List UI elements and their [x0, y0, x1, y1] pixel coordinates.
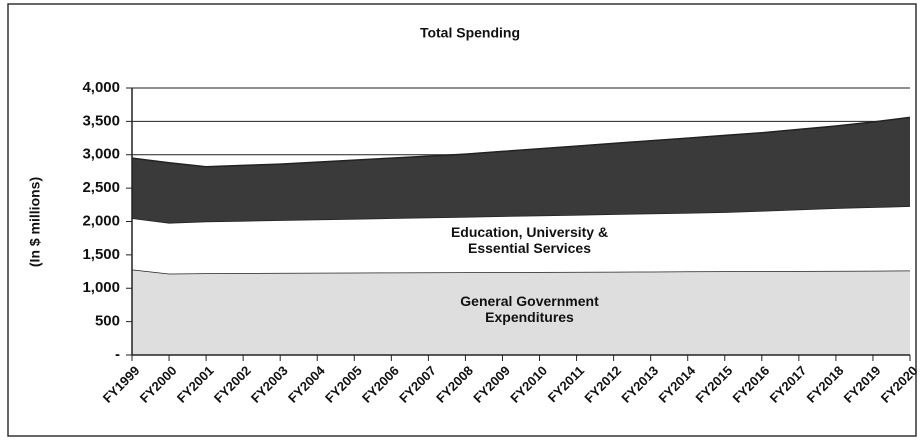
x-tick-label: FY2004 — [285, 362, 328, 405]
x-tick-label: FY2002 — [211, 363, 254, 406]
area — [132, 206, 910, 274]
series-label: Education, University & Essential Servic… — [450, 223, 609, 256]
y-tick-label: 2,000 — [82, 212, 120, 229]
x-tick-label: FY2020 — [878, 363, 920, 406]
x-tick-label: FY2006 — [359, 363, 402, 406]
x-tick-label: FY2013 — [618, 363, 661, 406]
area-edge — [131, 116, 911, 168]
frame — [7, 3, 917, 437]
y-tick-label: 3,000 — [82, 146, 120, 163]
series-label: General Government Expenditures — [460, 293, 599, 326]
x-tick-label: FY1999 — [100, 363, 143, 406]
y-tick-label: 1,500 — [82, 246, 120, 263]
x-tick-label: FY2017 — [767, 363, 810, 406]
x-tick-label: FY2003 — [248, 363, 291, 406]
y-tick-label: 4,000 — [82, 79, 120, 96]
x-tick-label: FY2001 — [174, 363, 217, 406]
x-tick-label: FY2016 — [730, 363, 773, 406]
x-tick-label: FY2007 — [396, 363, 439, 406]
x-tick-label: FY2014 — [655, 362, 698, 405]
x-tick-label: FY2010 — [507, 363, 550, 406]
x-tick-label: FY2012 — [581, 363, 624, 406]
x-tick-label: FY2011 — [545, 363, 587, 405]
y-tick-label: - — [115, 346, 120, 363]
y-tick-label: 3,500 — [82, 112, 120, 129]
chart-title: Total Spending — [420, 25, 520, 41]
x-tick-label: FY2015 — [693, 363, 736, 406]
x-tick-label: FY2009 — [470, 363, 513, 406]
area — [132, 269, 910, 355]
y-tick-label: 2,500 — [82, 179, 120, 196]
y-tick-label: 500 — [95, 313, 120, 330]
x-tick-label: FY2019 — [841, 363, 884, 406]
x-tick-label: FY2018 — [804, 363, 847, 406]
y-axis-label: (In $ millions) — [27, 177, 43, 267]
y-tick-label: 1,000 — [82, 279, 120, 296]
area — [132, 117, 910, 223]
x-tick-label: FY2005 — [322, 363, 365, 406]
x-tick-label: FY2008 — [433, 363, 476, 406]
x-tick-label: FY2000 — [137, 363, 180, 406]
